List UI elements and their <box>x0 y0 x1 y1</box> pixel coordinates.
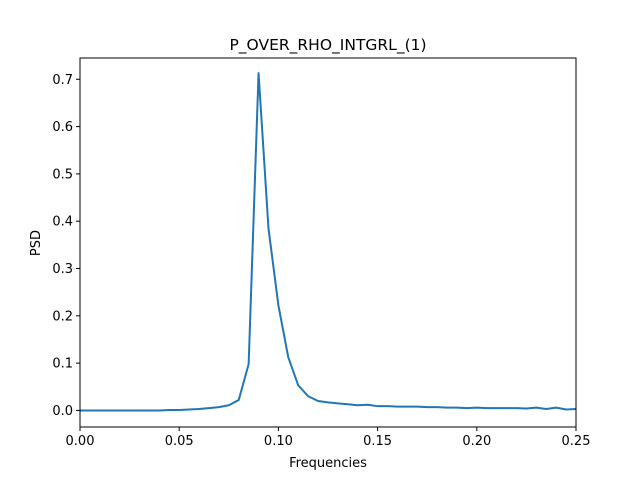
y-tick-label: 0.1 <box>52 357 73 372</box>
y-tick-label: 0.4 <box>52 215 73 230</box>
x-tick-label: 0.15 <box>363 434 392 449</box>
x-tick-label: 0.10 <box>264 434 293 449</box>
x-tick-label: 0.25 <box>562 434 591 449</box>
y-tick-label: 0.5 <box>52 167 73 182</box>
x-tick-label: 0.05 <box>165 434 194 449</box>
y-tick-label: 0.6 <box>52 120 73 135</box>
x-tick-label: 0.00 <box>66 434 95 449</box>
y-tick-label: 0.2 <box>52 309 73 324</box>
y-tick-label: 0.3 <box>52 262 73 277</box>
y-axis-label: PSD <box>29 230 44 256</box>
y-tick-label: 0.0 <box>52 404 73 419</box>
y-tick-label: 0.7 <box>52 73 73 88</box>
x-axis-label: Frequencies <box>289 456 367 471</box>
chart-title: P_OVER_RHO_INTGRL_(1) <box>229 36 426 55</box>
x-tick-label: 0.20 <box>462 434 491 449</box>
